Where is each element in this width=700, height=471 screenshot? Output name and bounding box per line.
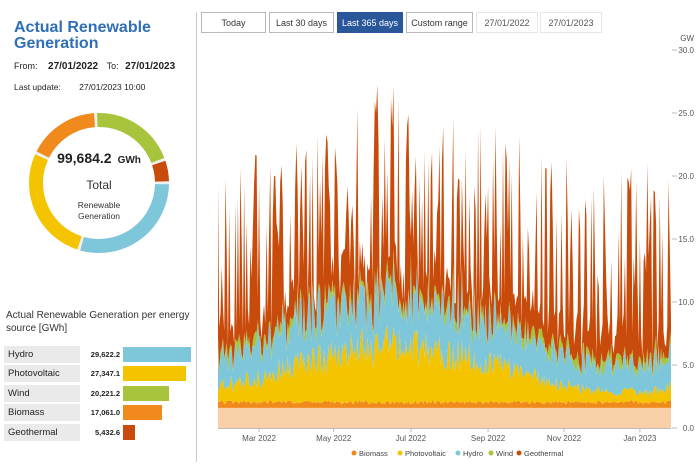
y-tick-label: 30.0: [678, 46, 694, 55]
y-tick-label: 10.0: [678, 298, 694, 307]
last-update: Last update: 27/01/2023 10:00: [14, 82, 145, 92]
donut-chart: [29, 113, 169, 253]
update-value: 27/01/2023 10:00: [79, 82, 146, 92]
to-label: To:: [106, 61, 119, 71]
source-name: Wind: [4, 385, 80, 402]
source-bar: [123, 347, 191, 362]
chart-areas: [218, 84, 671, 428]
source-value: 27,347.1: [90, 369, 120, 378]
last-30-days-button[interactable]: Last 30 days: [269, 12, 334, 33]
x-tick-label: Sep 2022: [471, 434, 506, 443]
x-tick-label: May 2022: [316, 434, 352, 443]
legend-marker-wind: [488, 450, 494, 456]
source-bar: [123, 405, 163, 420]
legend-label-hydro[interactable]: Hydro: [463, 449, 483, 458]
source-value: 17,061.0: [90, 408, 120, 417]
chart-axes: 0.0 5.0 10.0 15.0 20.0 25.0 30.0 GW Mar 2022 May …: [218, 34, 695, 443]
source-row-biomass: Biomass 17,061.0: [4, 404, 194, 421]
source-name: Geothermal: [4, 424, 80, 441]
date-from-field[interactable]: 27/01/2022: [476, 12, 538, 33]
total-value-row: 99,684.2 GWh: [28, 150, 170, 166]
date-range: From: 27/01/2022 To: 27/01/2023: [14, 61, 175, 72]
total-unit: GWh: [117, 155, 141, 166]
legend-label-photovoltaic[interactable]: Photovoltaic: [405, 449, 446, 458]
source-row-photovoltaic: Photovoltaic 27,347.1: [4, 365, 194, 382]
source-name: Photovoltaic: [4, 365, 80, 382]
total-sub: Renewable Generation: [28, 200, 170, 222]
source-value: 20,221.2: [90, 389, 120, 398]
x-tick-label: Nov 2022: [547, 434, 582, 443]
series-area-photovoltaic: [218, 325, 671, 405]
y-tick-label: 5.0: [683, 361, 695, 370]
summary-panel: Actual Renewable Generation From: 27/01/…: [0, 0, 196, 466]
source-name: Hydro: [4, 346, 80, 363]
sources-title: Actual Renewable Generation per energy s…: [6, 310, 190, 334]
last-365-days-button[interactable]: Last 365 days: [337, 12, 403, 33]
legend-label-biomass[interactable]: Biomass: [359, 449, 388, 458]
source-bar: [123, 366, 186, 381]
donut-center: 99,684.2 GWh Total Renewable Generation: [28, 112, 170, 254]
total-label: Total: [86, 178, 112, 192]
donut-slice-photovoltaic: [29, 154, 82, 250]
source-bar: [123, 386, 170, 401]
total-sub-text: Renewable Generation: [77, 200, 121, 221]
legend-label-geothermal[interactable]: Geothermal: [524, 449, 564, 458]
legend-marker-hydro: [455, 450, 461, 456]
source-value: 5,432.6: [94, 428, 120, 437]
source-name: Biomass: [4, 404, 80, 421]
x-tick-label: Mar 2022: [242, 434, 276, 443]
legend-label-wind[interactable]: Wind: [496, 449, 513, 458]
x-tick-label: Jan 2023: [623, 434, 656, 443]
today-button[interactable]: Today: [201, 12, 266, 33]
date-to-field[interactable]: 27/01/2023: [540, 12, 602, 33]
source-value: 29,622.2: [90, 350, 120, 359]
chart-legend: Biomass Photovoltaic Hydro Wind Geothermal: [351, 449, 564, 458]
generation-chart: 0.0 5.0 10.0 15.0 20.0 25.0 30.0 GW Mar 2022 May …: [197, 32, 700, 466]
from-date: 27/01/2022: [48, 61, 99, 72]
legend-marker-biomass: [351, 450, 357, 456]
donut-slice-biomass: [36, 113, 96, 158]
y-tick-label: 25.0: [678, 109, 694, 118]
series-area-hydro: [218, 260, 671, 397]
donut-slice-geothermal: [152, 160, 169, 182]
chart-svg: 0.0 5.0 10.0 15.0 20.0 25.0 30.0 GW Mar 2022 May …: [218, 34, 695, 458]
x-tick-label: Jul 2022: [396, 434, 427, 443]
from-label: From:: [14, 61, 38, 71]
y-tick-label: 20.0: [678, 172, 694, 181]
y-tick-label: 15.0: [678, 235, 694, 244]
y-axis-label: GW: [680, 34, 694, 43]
biomass-base-band: [218, 407, 671, 428]
legend-marker-geothermal: [516, 450, 522, 456]
source-row-wind: Wind 20,221.2: [4, 385, 194, 402]
series-area-geothermal: [218, 84, 671, 375]
to-date: 27/01/2023: [125, 61, 176, 72]
custom-range-button[interactable]: Custom range: [406, 12, 473, 33]
source-row-hydro: Hydro 29,622.2: [4, 346, 194, 363]
legend-marker-photovoltaic: [397, 450, 403, 456]
source-row-geothermal: Geothermal 5,432.6: [4, 424, 194, 441]
source-bar: [123, 425, 136, 440]
total-value: 99,684.2: [57, 150, 112, 166]
page-title: Actual Renewable Generation: [14, 19, 151, 52]
y-tick-label: 0.0: [683, 424, 695, 433]
donut-slice-wind: [97, 113, 165, 164]
update-label: Last update:: [14, 82, 61, 92]
panel-divider: [196, 12, 197, 462]
donut-slice-hydro: [80, 183, 169, 253]
